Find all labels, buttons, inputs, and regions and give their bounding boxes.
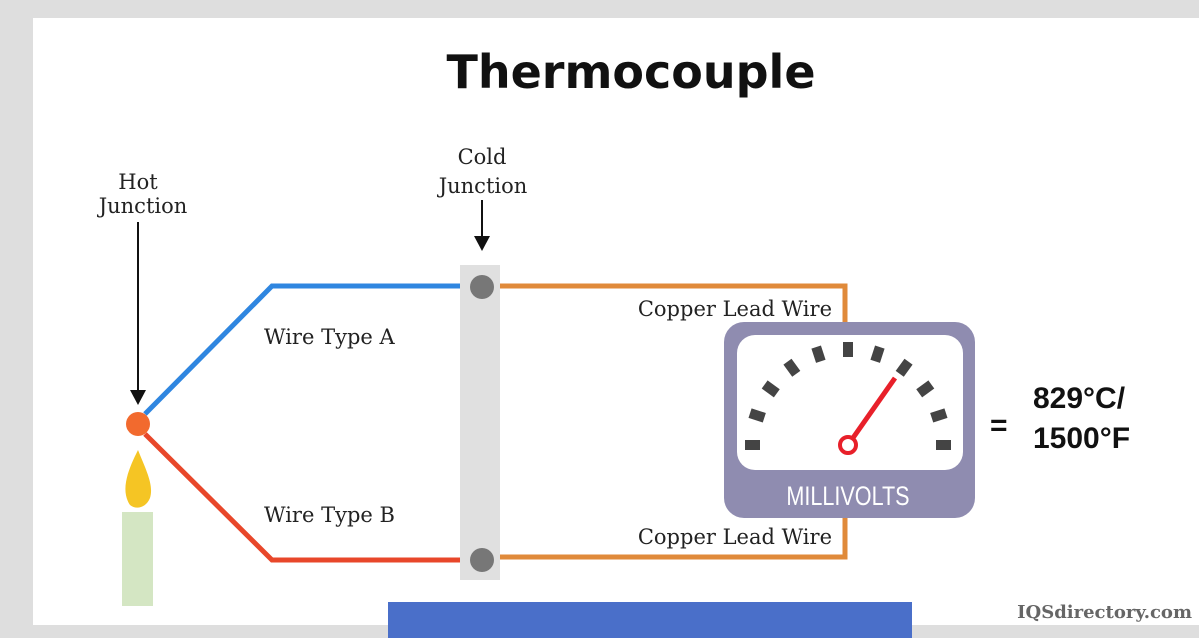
gauge-tick bbox=[811, 345, 826, 363]
copper-wire-bottom bbox=[500, 518, 848, 560]
equals: = bbox=[990, 409, 1008, 442]
watermark: IQSdirectory.com bbox=[1017, 602, 1192, 623]
hot-label: Junction bbox=[97, 194, 188, 218]
terminal-block bbox=[460, 265, 500, 580]
copper-label: Copper Lead Wire bbox=[638, 525, 832, 549]
photo-strip bbox=[388, 602, 912, 638]
readout: 1500°F bbox=[1033, 422, 1130, 455]
hot-arrowhead bbox=[130, 390, 146, 405]
needle bbox=[845, 376, 898, 447]
copper-label: Copper Lead Wire bbox=[638, 297, 832, 321]
gauge bbox=[745, 342, 951, 450]
wire-b-label: Wire Type B bbox=[264, 503, 395, 527]
gauge-tick bbox=[916, 380, 935, 398]
meter-label: MILLIVOLTS bbox=[786, 482, 909, 512]
gauge-tick bbox=[748, 408, 766, 423]
gauge-tick bbox=[870, 345, 885, 363]
panel bbox=[33, 18, 1199, 625]
flame bbox=[125, 450, 152, 508]
terminal bbox=[470, 548, 494, 572]
needle-hub bbox=[838, 435, 858, 455]
wire-b bbox=[143, 432, 470, 563]
wire-a-label: Wire Type A bbox=[264, 325, 395, 349]
cold-label: Cold bbox=[458, 145, 507, 169]
wire-a bbox=[143, 283, 470, 416]
cold-label: Junction bbox=[437, 174, 528, 198]
gauge-tick bbox=[783, 358, 801, 377]
gauge-tick bbox=[761, 380, 780, 398]
terminal bbox=[470, 275, 494, 299]
candle bbox=[122, 512, 153, 606]
gauge-tick bbox=[930, 408, 948, 423]
title: Thermocouple bbox=[446, 45, 815, 99]
gauge-tick bbox=[895, 358, 913, 377]
hot-label: Hot bbox=[118, 170, 158, 194]
readout: 829°C/ bbox=[1033, 382, 1126, 415]
copper-wire-top bbox=[500, 283, 848, 325]
cold-arrowhead bbox=[474, 236, 490, 251]
hot-junction-dot bbox=[126, 412, 150, 436]
